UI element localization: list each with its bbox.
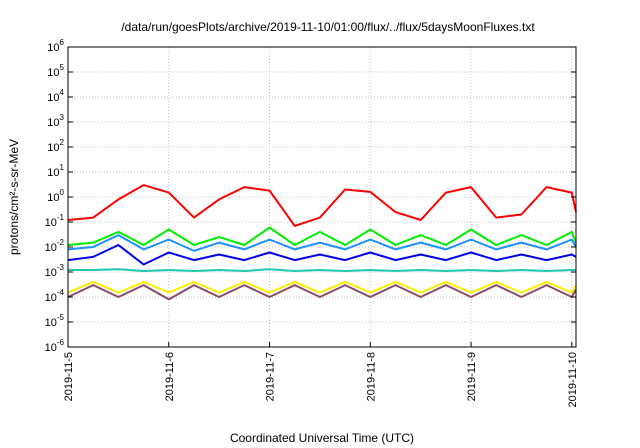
x-tick-label: 2019-11-6: [164, 352, 176, 401]
y-tick-label: 105: [47, 63, 64, 79]
x-axis-ticks: 2019-11-5 2019-11-6 2019-11-7 2019-11-8 2019…: [63, 342, 579, 407]
x-tick-label: 2019-11-9: [466, 352, 478, 401]
series-line-5: [68, 268, 576, 272]
y-tick-label: 103: [47, 113, 64, 129]
grid-lines: [68, 47, 576, 347]
y-tick-label: 10-2: [45, 238, 65, 254]
chart-title: /data/run/goesPlots/archive/2019-11-10/0…: [121, 20, 535, 34]
x-tick-label: 2019-11-7: [265, 352, 277, 401]
x-axis-label: Coordinated Universal Time (UTC): [230, 431, 414, 445]
y-tick-label: 10-3: [45, 263, 65, 279]
plot-frame: [67, 46, 577, 348]
series-line-4: [67, 244, 577, 266]
data-series: [67, 184, 577, 301]
y-tick-label: 104: [47, 88, 64, 104]
y-tick-label: 102: [47, 138, 64, 154]
y-tick-label: 10-6: [45, 338, 65, 354]
y-tick-label: 101: [47, 163, 64, 179]
series-line-7: [67, 284, 577, 301]
y-tick-label: 100: [47, 188, 64, 204]
y-axis-label: protons/cm²-s-sr-MeV: [7, 139, 21, 255]
y-tick-label: 10-5: [45, 313, 65, 329]
y-tick-label: 106: [47, 38, 64, 54]
y-axis-ticks: 10-6 10-5 10-4 10-3 10-2 10-1 100 101 102 103 104 1…: [45, 38, 576, 354]
series-line-3: [67, 234, 577, 252]
y-tick-label: 10-4: [45, 288, 65, 304]
y-tick-label: 10-1: [45, 213, 65, 229]
x-tick-label: 2019-11-8: [365, 352, 377, 401]
series-line-1: [67, 184, 577, 227]
series-line-2: [67, 226, 577, 246]
x-tick-label: 2019-11-5: [63, 352, 75, 401]
x-tick-label: 2019-11-10: [567, 352, 579, 407]
series-line-6: [67, 280, 577, 294]
